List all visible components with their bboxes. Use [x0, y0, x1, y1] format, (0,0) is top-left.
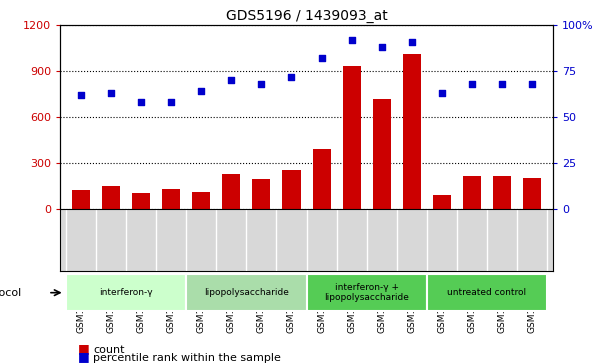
Bar: [162, 189, 180, 209]
Bar: [192, 192, 210, 209]
Bar: [343, 66, 361, 209]
Point: [437, 90, 447, 96]
Point: [467, 81, 477, 87]
Bar: [132, 192, 150, 209]
Point: [317, 56, 326, 61]
Bar: [373, 99, 391, 209]
Bar: [102, 187, 120, 209]
Text: protocol: protocol: [0, 288, 21, 298]
Point: [136, 99, 146, 105]
Bar: [463, 176, 481, 209]
Bar: [66, 274, 186, 311]
Point: [377, 45, 386, 50]
Bar: [186, 274, 307, 311]
Bar: [222, 174, 240, 209]
Point: [347, 37, 356, 43]
Point: [227, 77, 236, 83]
Bar: [72, 190, 90, 209]
Text: lipopolysaccharide: lipopolysaccharide: [204, 288, 289, 297]
Text: untreated control: untreated control: [447, 288, 526, 297]
Title: GDS5196 / 1439093_at: GDS5196 / 1439093_at: [225, 9, 388, 23]
Bar: [282, 170, 300, 209]
Bar: [427, 274, 547, 311]
Bar: [433, 195, 451, 209]
Text: interferon-γ +
lipopolysaccharide: interferon-γ + lipopolysaccharide: [324, 283, 409, 302]
Point: [197, 89, 206, 94]
Bar: [252, 179, 270, 209]
Point: [76, 92, 86, 98]
Text: ■: ■: [78, 350, 90, 363]
Point: [407, 39, 416, 45]
Point: [166, 99, 176, 105]
Text: count: count: [93, 345, 124, 355]
Point: [527, 81, 537, 87]
Bar: [313, 149, 331, 209]
Point: [287, 74, 296, 79]
Bar: [493, 176, 511, 209]
Bar: [523, 178, 541, 209]
Text: interferon-γ: interferon-γ: [99, 288, 153, 297]
Text: ■: ■: [78, 342, 90, 355]
Point: [497, 81, 507, 87]
Bar: [403, 54, 421, 209]
Text: percentile rank within the sample: percentile rank within the sample: [93, 353, 281, 363]
Point: [257, 81, 266, 87]
Point: [106, 90, 116, 96]
Bar: [307, 274, 427, 311]
